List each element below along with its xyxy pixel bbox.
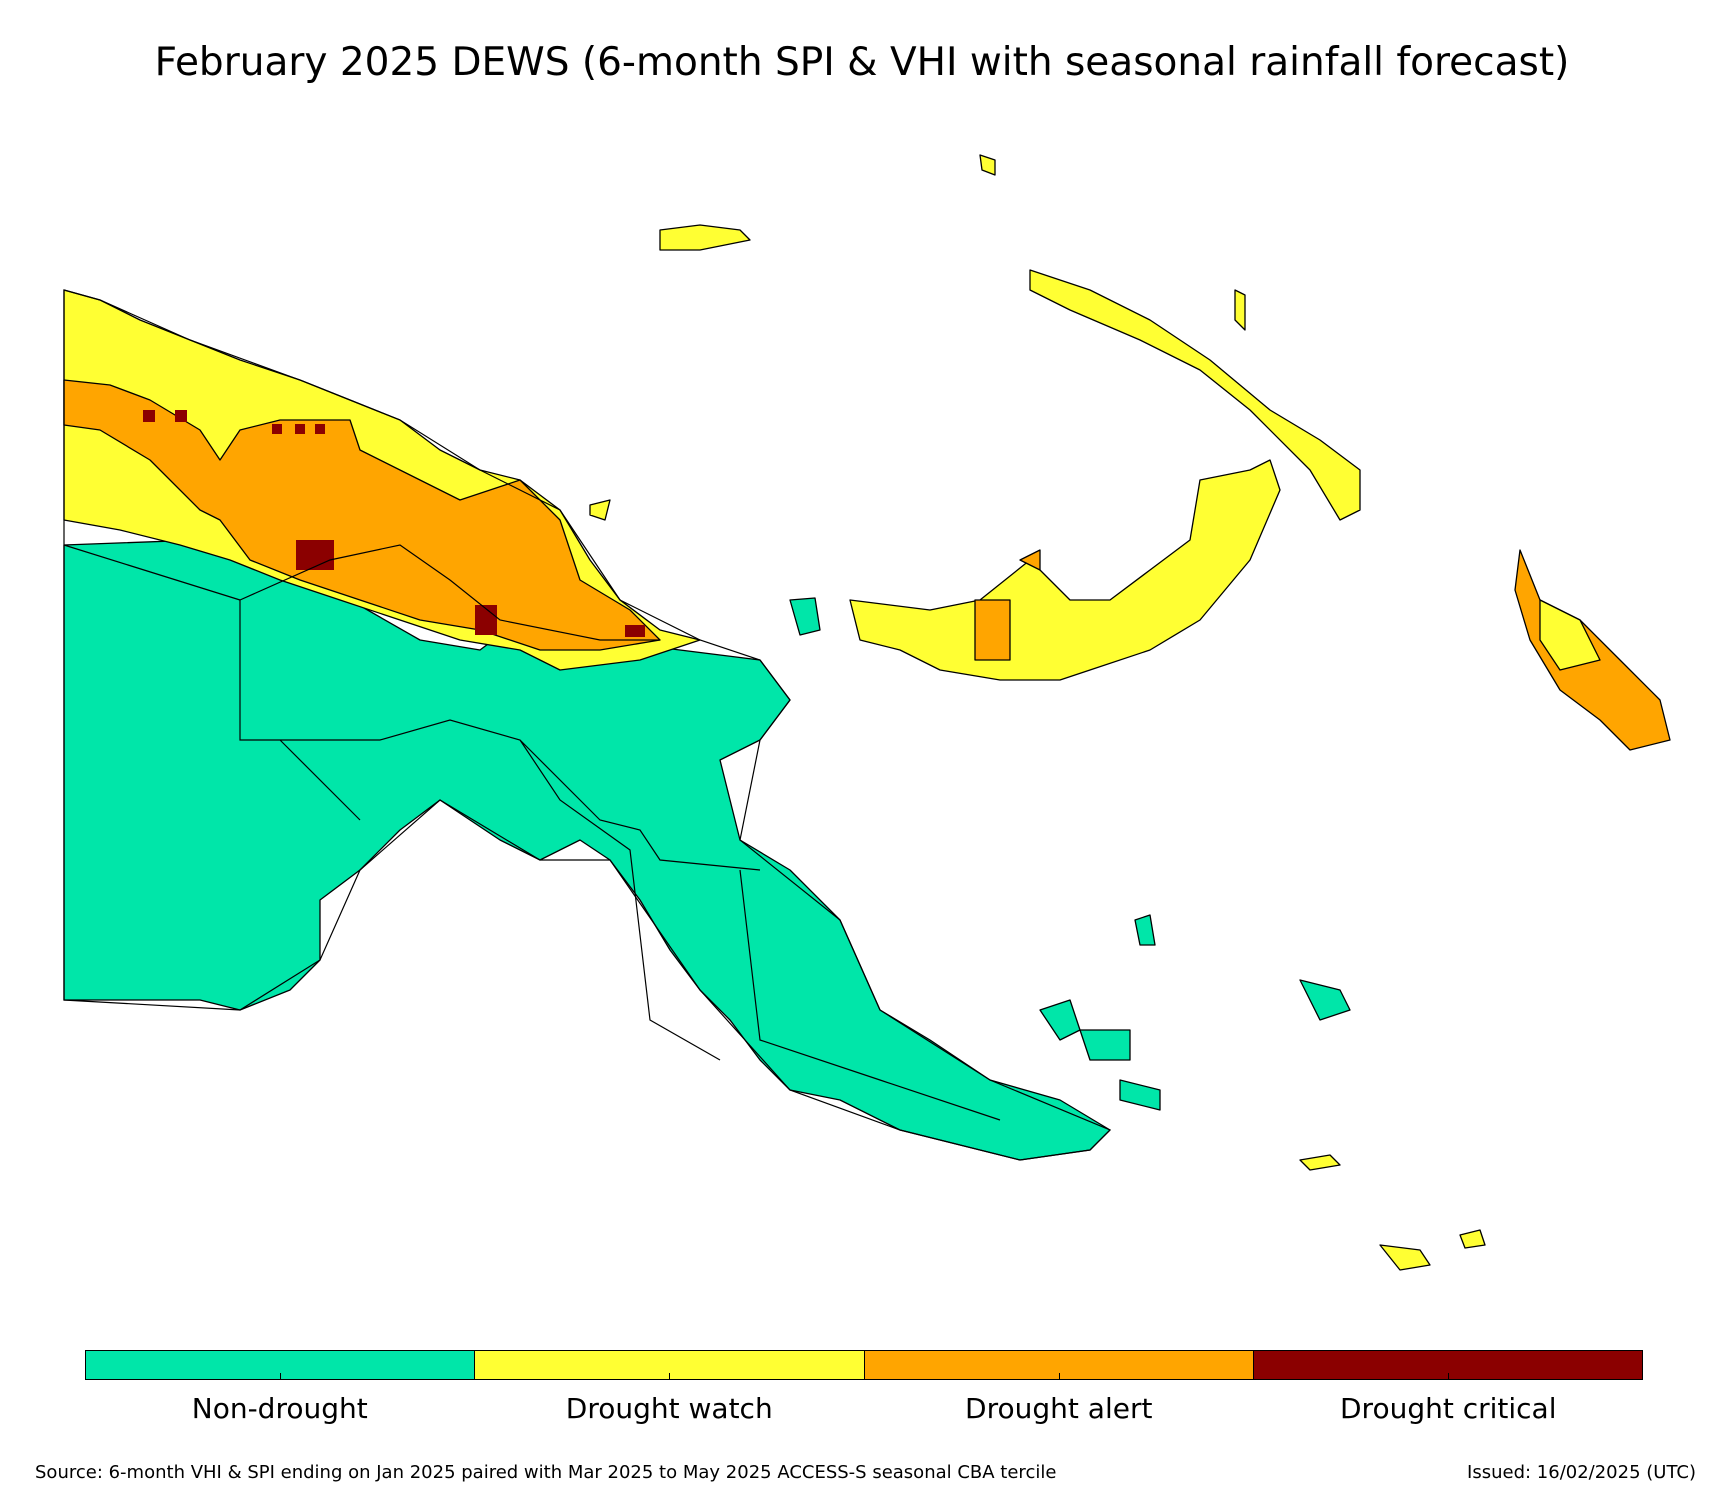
- bougainville-watch: [1539, 599, 1601, 671]
- legend-swatch-non-drought: [86, 1351, 476, 1379]
- new-britain: [849, 459, 1281, 681]
- islands-misc: [789, 597, 1156, 946]
- source-note: Source: 6-month VHI & SPI ending on Jan …: [35, 1462, 1057, 1483]
- issued-date: Issued: 16/02/2025 (UTC): [1467, 1462, 1696, 1483]
- islands-southeast: [1039, 979, 1351, 1111]
- critical-patch-3: [625, 625, 645, 637]
- legend-colorbar: [85, 1350, 1643, 1380]
- legend-label-drought-critical: Drought critical: [1339, 1392, 1557, 1425]
- legend-swatch-drought-alert: [864, 1351, 1254, 1379]
- islands-far-southeast: [1299, 1154, 1486, 1271]
- critical-patch-7: [295, 424, 305, 434]
- legend-label-drought-alert: Drought alert: [965, 1392, 1153, 1425]
- critical-patch-1: [296, 540, 334, 570]
- province-borders: [63, 544, 1001, 1121]
- legend-label-drought-watch: Drought watch: [565, 1392, 773, 1425]
- manus-island: [659, 224, 751, 251]
- new-britain-alert: [974, 549, 1041, 661]
- legend-swatch-drought-critical: [1253, 1351, 1642, 1379]
- critical-patch-6: [272, 424, 282, 434]
- region-north-alert: [63, 379, 661, 651]
- drought-map: [63, 154, 1671, 1271]
- legend-labels: Non-drought Drought watch Drought alert …: [85, 1392, 1643, 1425]
- new-ireland: [1029, 269, 1361, 521]
- mainland-coastline: [63, 289, 1112, 1161]
- map-title: February 2025 DEWS (6-month SPI & VHI wi…: [154, 40, 1570, 85]
- legend-label-non-drought: Non-drought: [191, 1392, 368, 1425]
- legend-swatch-drought-watch: [475, 1351, 865, 1379]
- islands-north: [589, 154, 1246, 521]
- critical-patch-5: [175, 410, 187, 422]
- critical-patch-8: [315, 424, 325, 434]
- critical-patch-4: [143, 410, 155, 422]
